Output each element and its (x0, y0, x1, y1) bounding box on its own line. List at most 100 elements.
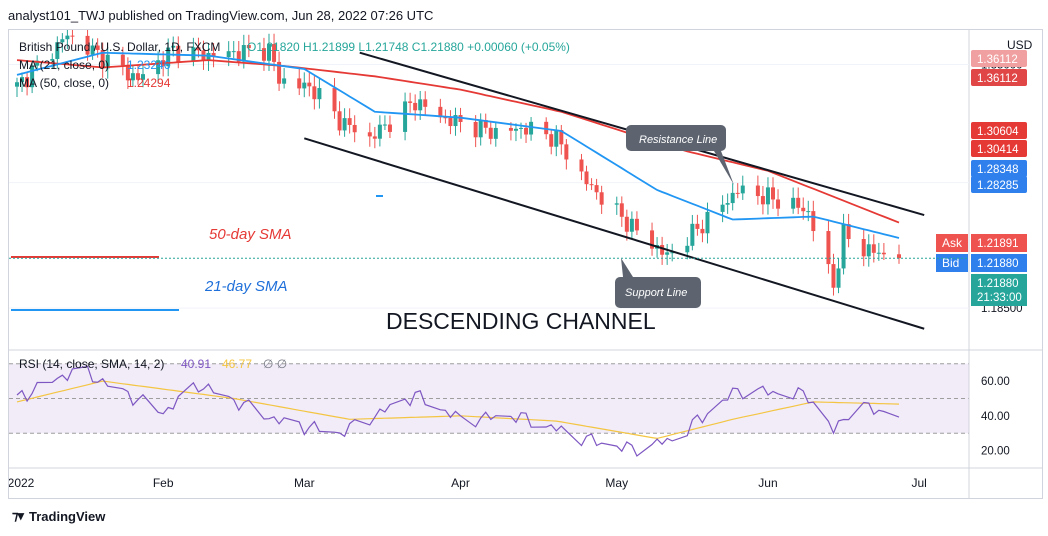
last-price-box[interactable] (971, 274, 1027, 306)
candle-body[interactable] (282, 78, 287, 84)
candle-body[interactable] (352, 124, 357, 133)
candle-body[interactable] (755, 185, 760, 197)
candle-body[interactable] (236, 51, 241, 62)
candle-body[interactable] (443, 117, 448, 119)
ask-label-box[interactable] (936, 234, 968, 252)
candle-body[interactable] (387, 124, 392, 132)
candle-body[interactable] (15, 82, 19, 87)
candle-body[interactable] (881, 252, 886, 255)
candle-body[interactable] (579, 159, 584, 172)
candle-body[interactable] (897, 254, 901, 259)
candle-body[interactable] (166, 47, 171, 67)
candle-body[interactable] (277, 61, 282, 84)
price-tag[interactable] (971, 122, 1027, 139)
candle-body[interactable] (337, 111, 342, 131)
price-tag[interactable] (971, 50, 1027, 67)
candle-body[interactable] (382, 124, 387, 126)
candle-body[interactable] (776, 199, 781, 209)
candle-body[interactable] (50, 58, 55, 61)
candle-body[interactable] (624, 216, 629, 232)
candle-body[interactable] (811, 211, 816, 232)
candle-body[interactable] (372, 136, 377, 139)
candle-body[interactable] (765, 187, 770, 205)
candle-body[interactable] (740, 185, 745, 194)
candle-body[interactable] (700, 228, 705, 234)
candle-body[interactable] (125, 65, 130, 81)
candle-body[interactable] (705, 211, 710, 234)
candle-body[interactable] (544, 121, 549, 135)
candle-body[interactable] (524, 127, 529, 135)
candle-body[interactable] (634, 218, 639, 231)
candle-body[interactable] (559, 129, 564, 145)
candle-body[interactable] (156, 60, 161, 75)
price-tag[interactable] (971, 176, 1027, 193)
candle-body[interactable] (418, 99, 423, 111)
candle-body[interactable] (806, 211, 811, 213)
candle-body[interactable] (493, 127, 498, 139)
candle-body[interactable] (629, 218, 634, 232)
candle-body[interactable] (307, 82, 312, 87)
candle-body[interactable] (176, 45, 181, 62)
candle-body[interactable] (241, 45, 246, 62)
candle-body[interactable] (20, 77, 25, 83)
candle-body[interactable] (861, 239, 866, 257)
candle-body[interactable] (650, 230, 655, 249)
candle-body[interactable] (297, 78, 302, 89)
candle-body[interactable] (408, 101, 413, 103)
candle-body[interactable] (60, 39, 65, 43)
candle-body[interactable] (135, 73, 140, 80)
candle-body[interactable] (196, 47, 201, 51)
candle-body[interactable] (771, 187, 775, 200)
candle-body[interactable] (841, 224, 846, 269)
ask-value-box[interactable] (971, 234, 1027, 252)
candle-body[interactable] (55, 42, 60, 59)
price-tag[interactable] (971, 69, 1027, 86)
candle-body[interactable] (267, 44, 271, 61)
price-tag[interactable] (971, 160, 1027, 177)
candle-body[interactable] (100, 49, 105, 69)
candle-body[interactable] (25, 77, 30, 88)
candle-body[interactable] (483, 120, 488, 128)
candle-body[interactable] (549, 134, 554, 147)
candle-body[interactable] (317, 88, 322, 100)
bid-value-box[interactable] (971, 254, 1027, 272)
candle-body[interactable] (695, 223, 700, 229)
candle-body[interactable] (690, 223, 695, 246)
candle-body[interactable] (554, 129, 559, 147)
candle-body[interactable] (619, 203, 624, 217)
candle-body[interactable] (760, 196, 765, 205)
candle-body[interactable] (529, 121, 534, 135)
candle-body[interactable] (453, 115, 458, 127)
candle-body[interactable] (846, 224, 851, 240)
candle-body[interactable] (272, 44, 277, 62)
candle-body[interactable] (30, 65, 35, 88)
candle-body[interactable] (85, 35, 90, 55)
candle-body[interactable] (261, 48, 266, 61)
candle-body[interactable] (866, 244, 871, 257)
candle-body[interactable] (413, 102, 418, 111)
candle-body[interactable] (332, 88, 337, 112)
candle-body[interactable] (105, 54, 110, 69)
candle-body[interactable] (871, 244, 876, 253)
candle-body[interactable] (720, 204, 725, 212)
bid-label-box[interactable] (936, 254, 968, 272)
candle-body[interactable] (488, 127, 493, 139)
candle-body[interactable] (665, 252, 670, 255)
candle-body[interactable] (423, 99, 428, 107)
candle-body[interactable] (302, 82, 307, 89)
candle-body[interactable] (735, 192, 740, 194)
candle-body[interactable] (564, 144, 569, 160)
chart-svg[interactable]: 50-day SMA 21-day SMA DESCENDING CHANNEL Re… (9, 30, 1042, 498)
candle-body[interactable] (448, 117, 453, 127)
candle-body[interactable] (35, 60, 40, 66)
candle-body[interactable] (95, 45, 100, 50)
candle-body[interactable] (685, 245, 690, 253)
candle-body[interactable] (594, 185, 599, 193)
candle-body[interactable] (584, 171, 589, 185)
candle-body[interactable] (478, 120, 483, 138)
candle-body[interactable] (65, 35, 70, 40)
support-line[interactable] (303, 137, 925, 330)
candle-body[interactable] (377, 124, 382, 139)
candle-body[interactable] (312, 86, 317, 100)
candle-body[interactable] (206, 52, 211, 61)
